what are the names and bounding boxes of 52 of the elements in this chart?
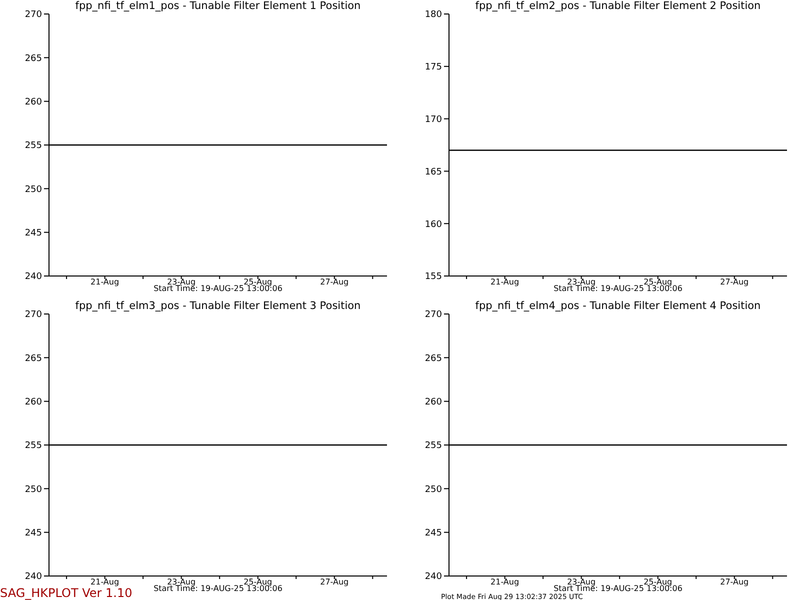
x-tick-label: 27-Aug <box>720 578 749 587</box>
x-tick-label: 25-Aug <box>644 578 672 587</box>
y-tick-label: 155 <box>424 272 442 282</box>
y-tick-label: 180 <box>424 10 442 20</box>
y-tick-label: 160 <box>424 220 442 230</box>
y-tick-label: 260 <box>24 398 42 408</box>
y-tick-label: 170 <box>424 114 442 125</box>
y-tick-label: 270 <box>24 310 42 320</box>
x-tick-label: 21-Aug <box>490 278 520 287</box>
y-tick-label: 245 <box>24 228 42 239</box>
y-tick-label: 245 <box>24 528 42 539</box>
x-tick-label: 25-Aug <box>644 278 672 287</box>
y-tick-label: 270 <box>24 10 42 20</box>
x-tick-label: 21-Aug <box>90 278 120 287</box>
y-tick-label: 250 <box>24 184 42 195</box>
chart-title: fpp_nfi_tf_elm2_pos - Tunable Filter Element 2 Position <box>474 0 762 12</box>
x-tick-label: 23-Aug <box>567 578 596 587</box>
y-tick-label: 250 <box>424 484 442 495</box>
y-tick-label: 255 <box>24 441 42 452</box>
y-tick-label: 265 <box>424 354 442 364</box>
chart-title: fpp_nfi_tf_elm4_pos - Tunable Filter Element 4 Position <box>474 300 762 312</box>
y-tick-label: 240 <box>24 272 42 282</box>
x-axis-title: Start Time: 19-AUG-25 13:00:06 <box>152 284 284 293</box>
y-tick-label: 165 <box>424 167 442 178</box>
chart-title: fpp_nfi_tf_elm1_pos - Tunable Filter Element 1 Position <box>74 0 362 12</box>
y-tick-label: 265 <box>24 54 42 64</box>
x-tick-label: 23-Aug <box>167 278 196 287</box>
x-axis-title: Start Time: 19-AUG-25 13:00:06 <box>552 584 684 593</box>
y-tick-label: 260 <box>424 398 442 408</box>
y-tick-label: 240 <box>424 572 442 582</box>
y-tick-label: 250 <box>24 484 42 495</box>
x-tick-label: 21-Aug <box>90 578 120 587</box>
y-tick-label: 270 <box>424 310 442 320</box>
text: SAG_HKPLOT Ver 1.10 <box>0 586 132 600</box>
x-tick-label: 23-Aug <box>567 278 596 287</box>
x-tick-label: 27-Aug <box>320 278 349 287</box>
x-axis-title: Start Time: 19-AUG-25 13:00:06 <box>552 284 684 293</box>
y-tick-label: 255 <box>424 441 442 452</box>
x-tick-label: 25-Aug <box>244 278 272 287</box>
y-tick-label: 260 <box>24 98 42 108</box>
y-tick-label: 265 <box>24 354 42 364</box>
x-tick-label: 25-Aug <box>244 578 272 587</box>
y-tick-label: 175 <box>424 62 442 73</box>
x-axis-title: Start Time: 19-AUG-25 13:00:06 <box>154 584 282 593</box>
y-tick-label: 245 <box>424 528 442 539</box>
chart-title: fpp_nfi_tf_elm3_pos - Tunable Filter Element 3 Position <box>74 300 362 312</box>
y-tick-label: 255 <box>24 141 42 152</box>
x-tick-label: 27-Aug <box>720 278 749 287</box>
y-tick-label: 240 <box>24 572 42 582</box>
x-tick-label: 27-Aug <box>320 578 349 587</box>
x-tick-label: 21-Aug <box>490 578 520 587</box>
x-tick-label: 23-Aug <box>167 578 196 587</box>
